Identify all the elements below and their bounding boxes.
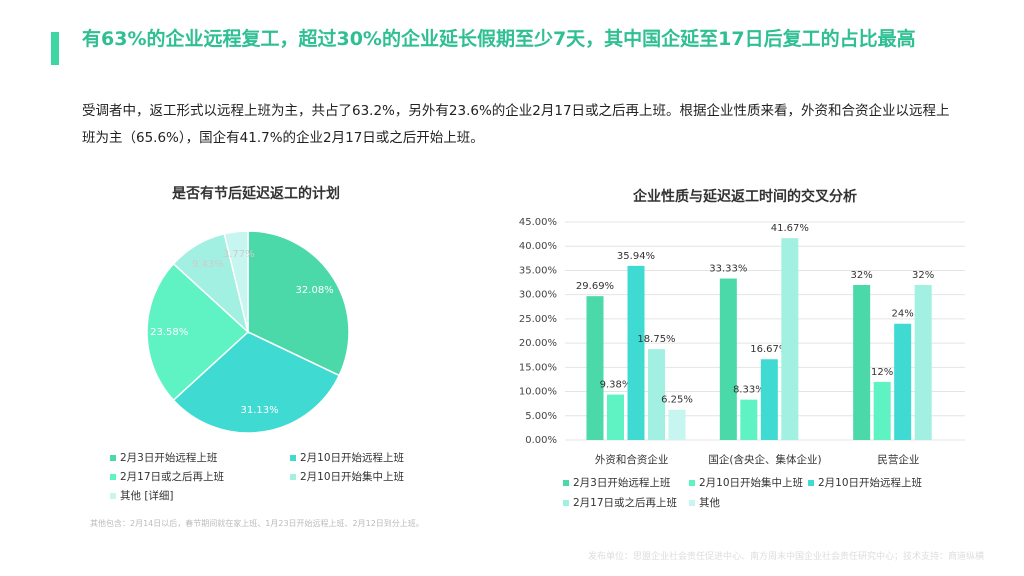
legend-swatch [689,500,695,506]
legend-label: 2月17日或之后再上班 [573,496,678,509]
slice-label: 9.43% [192,259,224,270]
footnote: 其他包含：2月14日以后，春节期间就在家上班、1月23日开始远程上班、2月12日… [90,519,424,528]
bar [740,399,758,440]
pie-slice [146,262,250,402]
bar [873,381,891,440]
legend-swatch [808,480,814,486]
legend-label: 2月10日开始远程上班 [300,451,405,464]
y-tick-label: 0.00% [525,435,557,446]
intro: 受调者中，返工形式以远程上班为主，共占了63.2%，另外有23.6%的企业2月1… [82,103,950,146]
y-tick-label: 35.00% [519,265,557,276]
pie-slice [247,230,350,377]
legend-label: 2月17日或之后再上班 [120,470,225,483]
slice-label: 31.13% [241,405,279,416]
bar [760,359,778,440]
slice-label: 23.58% [150,327,188,338]
bar [586,296,604,440]
bar [648,349,665,440]
source: 发布单位：思盟企业社会责任促进中心、南方周末中国企业社会责任研究中心；技术支持：… [587,552,984,562]
legend-label: 2月10日开始集中上班 [300,470,405,483]
y-tick-label: 30.00% [519,290,557,301]
legend-swatch [110,455,116,461]
legend-label: 2月10日开始远程上班 [818,476,923,489]
legend-swatch [290,455,296,461]
pie-slice [223,230,249,333]
bar-label: 16.67% [750,344,788,355]
legend-swatch [563,500,569,506]
chart-title: 企业性质与延迟返工时间的交叉分析 [632,188,857,205]
legend-swatch [110,493,116,499]
legend-label: 其他 [699,496,720,509]
y-tick-label: 20.00% [519,338,557,349]
legend-swatch [689,480,695,486]
bar-label: 41.67% [771,223,809,234]
bar-label: 24% [892,309,914,320]
y-tick-label: 25.00% [519,314,557,325]
bar-label: 29.69% [576,281,614,292]
legend-label: 2月3日开始远程上班 [573,476,671,489]
chart-title: 是否有节后延迟返工的计划 [172,185,340,202]
bar-label: 8.33% [733,385,765,396]
legend-label: 2月3日开始远程上班 [120,451,218,464]
heading: 有63%的企业远程复工，超过30%的企业延长假期至少7天，其中国企延至17日后复… [82,28,916,50]
bar-label: 33.33% [709,264,747,275]
legend-label: 其他 [详细] [120,489,174,502]
bar [668,409,686,440]
bar-label: 35.94% [617,251,655,262]
bar-label: 6.25% [661,395,693,406]
bar-label: 32% [851,270,873,281]
bar-label: 32% [912,270,934,281]
x-tick-label: 民营企业 [877,453,919,466]
bar [853,284,871,440]
pie-slice [172,331,341,434]
y-tick-label: 40.00% [519,241,557,252]
y-tick-label: 10.00% [519,387,557,398]
bar [607,394,624,440]
bar-label: 18.75% [637,334,675,345]
legend-swatch [563,480,569,486]
slice-label: 3.77% [223,249,255,260]
y-tick-label: 5.00% [525,411,557,422]
accent-bar [51,32,59,65]
legend-swatch [290,474,296,480]
bar [894,323,912,440]
slice-label: 32.08% [296,285,334,296]
x-tick-label: 外资和合资企业 [595,453,669,466]
bar [914,284,932,440]
legend-label: 2月10日开始集中上班 [699,476,804,489]
y-tick-label: 45.00% [519,217,557,228]
bar [627,265,645,440]
bar [781,238,799,440]
bar-label: 12% [871,367,893,378]
legend-swatch [110,474,116,480]
y-tick-label: 15.00% [519,362,557,373]
bar-label: 9.38% [600,380,632,391]
x-tick-label: 国企(含央企、集体企业) [708,453,821,466]
bar [719,278,737,440]
